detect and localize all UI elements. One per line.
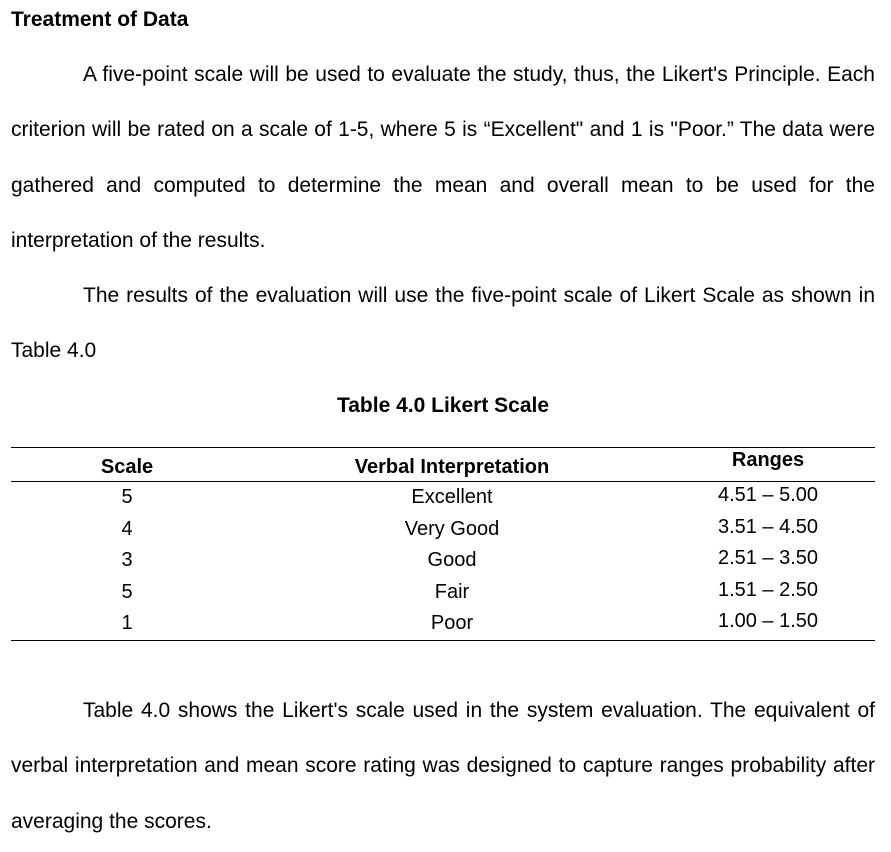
cell-verbal: Very Good bbox=[404, 517, 500, 540]
header-ranges: Ranges bbox=[731, 449, 805, 471]
likert-table-container: Scale Verbal Interpretation Ranges 5 Exc… bbox=[11, 447, 875, 641]
table-title: Table 4.0 Likert Scale bbox=[336, 394, 550, 417]
closing-paragraph: Table 4.0 shows the Likert's scale used … bbox=[11, 699, 875, 833]
cell-verbal: Good bbox=[427, 549, 477, 572]
table-row: 5 Fair 1.51 – 2.50 bbox=[11, 577, 875, 609]
table-row: 4 Very Good 3.51 – 4.50 bbox=[11, 514, 875, 546]
cell-range: 1.51 – 2.50 bbox=[717, 578, 819, 601]
cell-scale: 3 bbox=[121, 549, 133, 572]
cell-scale: 5 bbox=[121, 486, 133, 508]
section-heading: Treatment of Data bbox=[11, 8, 189, 31]
cell-scale: 4 bbox=[121, 517, 133, 540]
table-row: 3 Good 2.51 – 3.50 bbox=[11, 545, 875, 577]
table-row: 1 Poor 1.00 – 1.50 bbox=[11, 608, 875, 641]
cell-range: 2.51 – 3.50 bbox=[717, 547, 819, 570]
cell-scale: 1 bbox=[121, 612, 133, 635]
likert-scale-table: Scale Verbal Interpretation Ranges 5 Exc… bbox=[11, 447, 875, 641]
cell-verbal: Fair bbox=[434, 580, 470, 603]
cell-range: 1.00 – 1.50 bbox=[717, 610, 819, 633]
cell-range: 3.51 – 4.50 bbox=[717, 515, 819, 538]
header-scale: Scale bbox=[100, 456, 154, 478]
header-verbal-interpretation: Verbal Interpretation bbox=[354, 456, 550, 478]
cell-verbal: Poor bbox=[430, 612, 474, 635]
table-row: 5 Excellent 4.51 – 5.00 bbox=[11, 482, 875, 514]
cell-verbal: Excellent bbox=[411, 486, 493, 508]
cell-range: 4.51 – 5.00 bbox=[717, 484, 819, 506]
cell-scale: 5 bbox=[121, 580, 133, 603]
table-header-row: Scale Verbal Interpretation Ranges bbox=[11, 447, 875, 482]
results-paragraph: The results of the evaluation will use t… bbox=[11, 284, 875, 363]
intro-paragraph: A five-point scale will be used to evalu… bbox=[11, 63, 875, 252]
